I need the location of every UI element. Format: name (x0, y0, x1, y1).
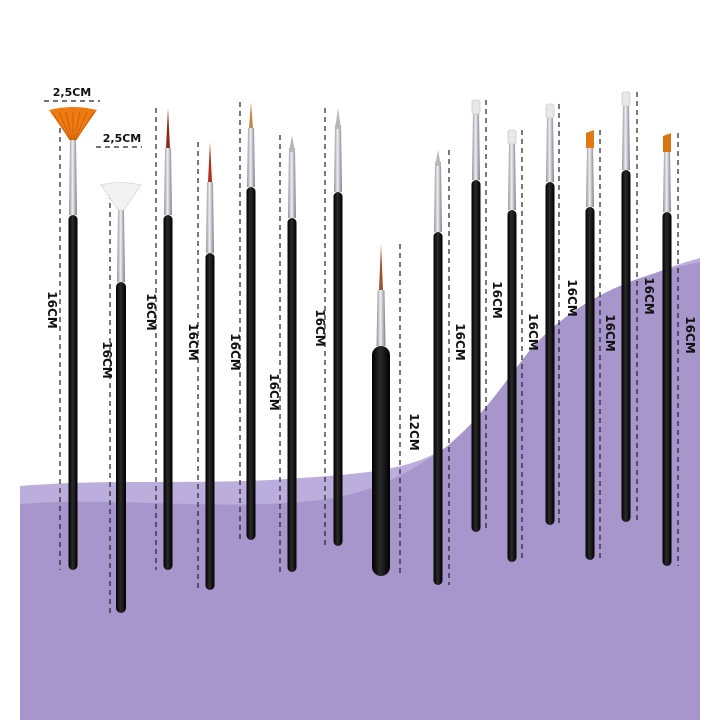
length-label: 16CM (228, 333, 242, 370)
dimension-lines (59, 92, 679, 613)
length-label: 16CM (453, 323, 467, 360)
brush-handle (545, 182, 555, 525)
brush-handle (433, 232, 443, 585)
fan-width-dimension-large: 2,5CM (44, 86, 100, 102)
fan-bristle (58, 111, 72, 141)
brush-handle (205, 253, 215, 590)
brush-ferrule (663, 150, 671, 212)
brush-handle (116, 282, 126, 613)
length-label: 16CM (313, 309, 327, 346)
length-label: 16CM (526, 313, 540, 350)
flat-brush-tip (471, 99, 481, 115)
brush-14 (621, 91, 631, 522)
brush-ferrule (288, 148, 296, 218)
brush-ferrule (206, 182, 214, 253)
liner-brush-tip (208, 142, 212, 182)
fan-width-label: 2,5CM (103, 132, 142, 145)
flat-brush-tip (621, 91, 631, 107)
brush-ferrule (247, 128, 255, 187)
brush-ferrule (546, 116, 554, 182)
liner-brush-tip (249, 102, 253, 128)
dotting-tool-tip (435, 150, 441, 166)
length-label: 16CM (565, 279, 579, 316)
brush-handle (507, 210, 517, 562)
angled-brush-tip (586, 130, 594, 148)
brush-handle (471, 180, 481, 532)
brush-8 (372, 244, 390, 576)
liner-brush-tip (166, 108, 170, 148)
brush-handle (585, 207, 595, 560)
length-label: 16CM (144, 293, 158, 330)
fan-width-label: 2,5CM (53, 86, 92, 99)
brush-13 (585, 130, 595, 560)
length-label: 16CM (45, 291, 59, 328)
length-label: 16CM (267, 373, 281, 410)
dotting-tool-tip (289, 135, 295, 152)
brush-9 (433, 150, 443, 585)
flat-brush-tip (507, 129, 517, 145)
brush-4 (205, 142, 215, 590)
brush-15 (662, 133, 672, 566)
brush-handle (662, 212, 672, 566)
brush-ferrule (164, 148, 172, 215)
brush-ferrule (117, 210, 125, 282)
brush-ferrule (376, 290, 386, 346)
brush-6 (287, 135, 297, 572)
brush-ferrule (472, 112, 480, 180)
brush-handle (621, 170, 631, 522)
brush-handle (68, 215, 78, 570)
flat-brush-tip (545, 103, 555, 119)
length-label: 16CM (100, 341, 114, 378)
brush-11 (507, 129, 517, 562)
length-label: 16CM (603, 314, 617, 351)
fan-width-dimension-small: 2,5CM (96, 132, 142, 148)
fan-bristle (74, 111, 88, 141)
length-label: 16CM (490, 281, 504, 318)
length-labels: 16CM 16CM 16CM 16CM 16CM 16CM 16CM 12CM 16CM 16CM… (44, 86, 697, 451)
brush-10 (471, 99, 481, 532)
length-label: 12CM (407, 413, 421, 450)
brush-12 (545, 103, 555, 525)
fan-brush-tip (100, 182, 142, 211)
brush-1 (49, 107, 97, 570)
length-label: 16CM (186, 323, 200, 360)
brush-handle (163, 215, 173, 570)
brush-handle (372, 346, 390, 576)
fan-bristle (65, 111, 73, 141)
brush-handle (287, 218, 297, 572)
brush-3 (163, 108, 173, 570)
liner-brush-tip (379, 244, 383, 290)
brush-ferrule (508, 142, 516, 210)
brush-2 (100, 182, 142, 613)
brush-ferrule (334, 125, 342, 192)
brush-ferrule (586, 146, 594, 207)
angled-brush-tip (663, 133, 671, 152)
wave-front (20, 262, 700, 720)
brush-ferrule (434, 162, 442, 232)
brush-handle (333, 192, 343, 546)
brush-group (49, 91, 672, 613)
fan-bristle (51, 111, 71, 141)
brush-5 (246, 102, 256, 540)
dotting-tool-tip (335, 108, 341, 129)
fan-bristle (75, 111, 95, 141)
brush-ferrule (69, 140, 77, 215)
brush-7 (333, 108, 343, 546)
length-label: 16CM (683, 316, 697, 353)
fan-bristle (73, 111, 81, 141)
brush-handle (246, 187, 256, 540)
length-label: 16CM (642, 277, 656, 314)
brush-ferrule (622, 104, 630, 170)
